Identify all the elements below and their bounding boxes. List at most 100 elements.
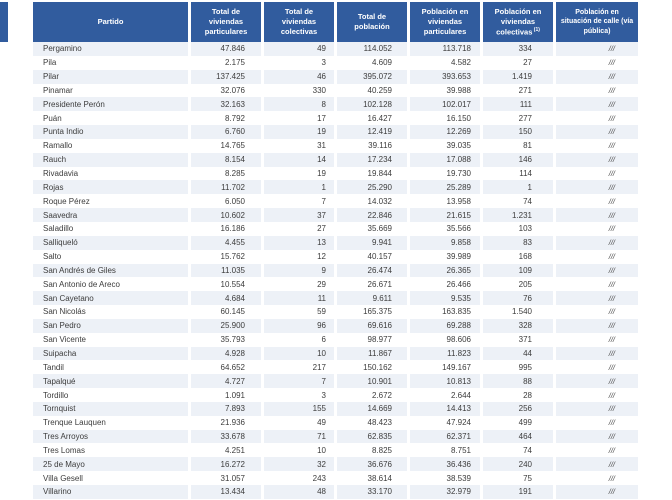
cell-value: 31.057 <box>191 471 261 485</box>
cell-partido: Tres Lomas <box>33 443 188 458</box>
cell-value: 464 <box>483 429 553 444</box>
cell-value: 19 <box>264 125 334 139</box>
cell-value: 75 <box>483 471 553 485</box>
cell-partido: Roque Pérez <box>33 194 188 209</box>
cell-value: 47.846 <box>191 42 261 56</box>
cell-value: 3 <box>264 55 334 70</box>
cell-value: 26.671 <box>337 277 407 292</box>
cell-value: 4.455 <box>191 235 261 250</box>
cell-value: 40.259 <box>337 83 407 98</box>
cell-value: 243 <box>264 471 334 485</box>
cell-value: 21.936 <box>191 415 261 430</box>
cell-value: 39.989 <box>410 249 480 264</box>
column-header-label: Población en viviendas colectivas <box>494 7 542 37</box>
cell-calle-placeholder: /// <box>556 69 638 84</box>
cell-value: 19.844 <box>337 166 407 181</box>
cell-value: 38.614 <box>337 471 407 485</box>
cell-value: 49 <box>264 415 334 430</box>
cell-calle-placeholder: /// <box>556 152 638 167</box>
cell-partido: Tapalqué <box>33 374 188 389</box>
cell-value: 4.727 <box>191 374 261 389</box>
cell-value: 14.032 <box>337 194 407 209</box>
cell-value: 10.602 <box>191 208 261 222</box>
cell-value: 16.186 <box>191 221 261 236</box>
cell-value: 6.050 <box>191 194 261 209</box>
cell-value: 69.288 <box>410 318 480 333</box>
cell-value: 8.825 <box>337 443 407 458</box>
cell-value: 11.867 <box>337 346 407 361</box>
table-row: San Cayetano 4.684 11 9.611 9.535 76/// <box>33 291 638 306</box>
cell-value: 395.072 <box>337 69 407 84</box>
cell-value: 168 <box>483 249 553 264</box>
column-header-label: Total de población <box>354 12 390 31</box>
cell-value: 26.365 <box>410 263 480 278</box>
cell-value: 13 <box>264 235 334 250</box>
cell-calle-placeholder: /// <box>556 429 638 444</box>
cell-value: 240 <box>483 457 553 472</box>
cell-value: 44 <box>483 346 553 361</box>
table-row: Roque Pérez 6.050 7 14.032 13.958 74/// <box>33 194 638 209</box>
cell-partido: 25 de Mayo <box>33 457 188 472</box>
cell-value: 146 <box>483 152 553 167</box>
cell-value: 14 <box>264 152 334 167</box>
cell-value: 9 <box>264 263 334 278</box>
cell-value: 1.231 <box>483 208 553 222</box>
cell-value: 48.423 <box>337 415 407 430</box>
cell-value: 2.672 <box>337 388 407 402</box>
cell-value: 8.285 <box>191 166 261 181</box>
cell-value: 16.150 <box>410 111 480 126</box>
cell-value: 8.154 <box>191 152 261 167</box>
cell-partido: Rauch <box>33 152 188 167</box>
table-row: Villarino 13.434 48 33.170 32.979 191/// <box>33 485 638 499</box>
cell-value: 59 <box>264 305 334 319</box>
cell-value: 33.170 <box>337 485 407 499</box>
cell-value: 21.615 <box>410 208 480 222</box>
cell-value: 76 <box>483 291 553 306</box>
table-row: Rauch 8.154 14 17.234 17.088 146/// <box>33 152 638 167</box>
table-row: Rivadavia 8.285 19 19.844 19.730 114/// <box>33 166 638 181</box>
table-row: Tornquist 7.893 155 14.669 14.413 256/// <box>33 401 638 416</box>
cell-value: 33.678 <box>191 429 261 444</box>
cell-calle-placeholder: /// <box>556 485 638 499</box>
cell-value: 17.088 <box>410 152 480 167</box>
cell-value: 6 <box>264 332 334 347</box>
cell-calle-placeholder: /// <box>556 235 638 250</box>
cell-value: 19 <box>264 166 334 181</box>
cell-partido: San Nicolás <box>33 305 188 319</box>
cell-partido: San Cayetano <box>33 291 188 306</box>
cell-value: 12.419 <box>337 125 407 139</box>
cell-calle-placeholder: /// <box>556 111 638 126</box>
table-row: San Antonio de Areco 10.554 29 26.671 26.466… <box>33 277 638 292</box>
cell-value: 15.762 <box>191 249 261 264</box>
cell-value: 4.684 <box>191 291 261 306</box>
cell-calle-placeholder: /// <box>556 221 638 236</box>
cell-calle-placeholder: /// <box>556 291 638 306</box>
cell-value: 32 <box>264 457 334 472</box>
cell-value: 69.616 <box>337 318 407 333</box>
column-header-3: Total de población <box>337 2 407 42</box>
cell-value: 10 <box>264 346 334 361</box>
cell-value: 150.162 <box>337 360 407 375</box>
cell-value: 371 <box>483 332 553 347</box>
cell-value: 12.269 <box>410 125 480 139</box>
cell-calle-placeholder: /// <box>556 415 638 430</box>
cell-value: 29 <box>264 277 334 292</box>
cell-value: 39.116 <box>337 138 407 153</box>
cell-value: 14.765 <box>191 138 261 153</box>
cell-value: 3 <box>264 388 334 402</box>
cell-value: 38.539 <box>410 471 480 485</box>
cell-partido: Pinamar <box>33 83 188 98</box>
column-header-label: Población en situación de calle (vía púb… <box>560 9 634 35</box>
cell-value: 13.434 <box>191 485 261 499</box>
table-row: Suipacha 4.928 10 11.867 11.823 44/// <box>33 346 638 361</box>
table-row: San Andrés de Giles 11.035 9 26.474 26.365 10… <box>33 263 638 278</box>
cell-value: 32.076 <box>191 83 261 98</box>
cell-value: 217 <box>264 360 334 375</box>
cell-value: 14.669 <box>337 401 407 416</box>
cell-calle-placeholder: /// <box>556 208 638 222</box>
cell-value: 6.760 <box>191 125 261 139</box>
table-row: Pinamar 32.076 330 40.259 39.988 271/// <box>33 83 638 98</box>
cell-partido: Rojas <box>33 180 188 195</box>
column-header-label: Partido <box>97 17 124 27</box>
cell-partido: Tres Arroyos <box>33 429 188 444</box>
